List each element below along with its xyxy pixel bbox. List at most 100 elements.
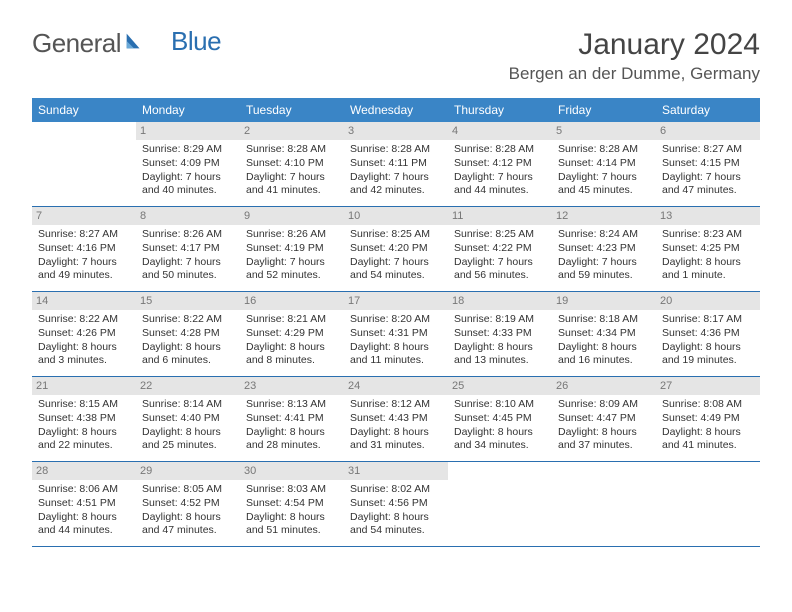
daylight-line: Daylight: 8 hours [454, 341, 546, 355]
day-number: 18 [448, 292, 552, 310]
daylight-line: Daylight: 7 hours [350, 256, 442, 270]
daylight-line: and 19 minutes. [662, 354, 754, 368]
sunset-line: Sunset: 4:36 PM [662, 327, 754, 341]
day-number: 26 [552, 377, 656, 395]
daylight-line: and 31 minutes. [350, 439, 442, 453]
day-number: 19 [552, 292, 656, 310]
daylight-line: and 47 minutes. [662, 184, 754, 198]
daylight-line: Daylight: 8 hours [246, 341, 338, 355]
day-cell: 14Sunrise: 8:22 AMSunset: 4:26 PMDayligh… [32, 292, 136, 376]
sunset-line: Sunset: 4:22 PM [454, 242, 546, 256]
sunset-line: Sunset: 4:10 PM [246, 157, 338, 171]
sunrise-line: Sunrise: 8:08 AM [662, 398, 754, 412]
day-cell: 20Sunrise: 8:17 AMSunset: 4:36 PMDayligh… [656, 292, 760, 376]
day-cell: 7Sunrise: 8:27 AMSunset: 4:16 PMDaylight… [32, 207, 136, 291]
sunrise-line: Sunrise: 8:21 AM [246, 313, 338, 327]
daylight-line: and 56 minutes. [454, 269, 546, 283]
day-cell: 8Sunrise: 8:26 AMSunset: 4:17 PMDaylight… [136, 207, 240, 291]
sunrise-line: Sunrise: 8:26 AM [142, 228, 234, 242]
sunrise-line: Sunrise: 8:28 AM [246, 143, 338, 157]
daylight-line: and 50 minutes. [142, 269, 234, 283]
day-cell: 31Sunrise: 8:02 AMSunset: 4:56 PMDayligh… [344, 462, 448, 546]
day-header-sat: Saturday [656, 98, 760, 122]
daylight-line: Daylight: 8 hours [38, 341, 130, 355]
daylight-line: Daylight: 8 hours [558, 426, 650, 440]
day-cell: 2Sunrise: 8:28 AMSunset: 4:10 PMDaylight… [240, 122, 344, 206]
sunrise-line: Sunrise: 8:20 AM [350, 313, 442, 327]
day-cell: 28Sunrise: 8:06 AMSunset: 4:51 PMDayligh… [32, 462, 136, 546]
day-number: 25 [448, 377, 552, 395]
day-cell: 6Sunrise: 8:27 AMSunset: 4:15 PMDaylight… [656, 122, 760, 206]
day-cell [448, 462, 552, 546]
day-number: 9 [240, 207, 344, 225]
day-number: 11 [448, 207, 552, 225]
day-cell: 18Sunrise: 8:19 AMSunset: 4:33 PMDayligh… [448, 292, 552, 376]
sunset-line: Sunset: 4:49 PM [662, 412, 754, 426]
day-cell [656, 462, 760, 546]
sunset-line: Sunset: 4:38 PM [38, 412, 130, 426]
daylight-line: and 16 minutes. [558, 354, 650, 368]
daylight-line: and 54 minutes. [350, 269, 442, 283]
day-number: 10 [344, 207, 448, 225]
daylight-line: Daylight: 7 hours [142, 171, 234, 185]
day-cell: 10Sunrise: 8:25 AMSunset: 4:20 PMDayligh… [344, 207, 448, 291]
daylight-line: and 37 minutes. [558, 439, 650, 453]
daylight-line: and 22 minutes. [38, 439, 130, 453]
sunrise-line: Sunrise: 8:14 AM [142, 398, 234, 412]
daylight-line: Daylight: 8 hours [350, 426, 442, 440]
daylight-line: and 13 minutes. [454, 354, 546, 368]
daylight-line: Daylight: 8 hours [38, 426, 130, 440]
daylight-line: and 54 minutes. [350, 524, 442, 538]
sunset-line: Sunset: 4:16 PM [38, 242, 130, 256]
day-header-mon: Monday [136, 98, 240, 122]
sunrise-line: Sunrise: 8:13 AM [246, 398, 338, 412]
daylight-line: Daylight: 8 hours [662, 426, 754, 440]
daylight-line: and 11 minutes. [350, 354, 442, 368]
sunset-line: Sunset: 4:56 PM [350, 497, 442, 511]
logo: General Blue [32, 28, 221, 59]
sunrise-line: Sunrise: 8:15 AM [38, 398, 130, 412]
sunrise-line: Sunrise: 8:28 AM [454, 143, 546, 157]
sunrise-line: Sunrise: 8:26 AM [246, 228, 338, 242]
sunset-line: Sunset: 4:43 PM [350, 412, 442, 426]
day-cell: 3Sunrise: 8:28 AMSunset: 4:11 PMDaylight… [344, 122, 448, 206]
daylight-line: and 51 minutes. [246, 524, 338, 538]
daylight-line: and 49 minutes. [38, 269, 130, 283]
sunset-line: Sunset: 4:28 PM [142, 327, 234, 341]
day-number: 8 [136, 207, 240, 225]
sunrise-line: Sunrise: 8:29 AM [142, 143, 234, 157]
sunrise-line: Sunrise: 8:12 AM [350, 398, 442, 412]
day-cell: 30Sunrise: 8:03 AMSunset: 4:54 PMDayligh… [240, 462, 344, 546]
day-number: 20 [656, 292, 760, 310]
day-number: 21 [32, 377, 136, 395]
day-number: 12 [552, 207, 656, 225]
day-header-wed: Wednesday [344, 98, 448, 122]
daylight-line: Daylight: 7 hours [350, 171, 442, 185]
sunrise-line: Sunrise: 8:28 AM [558, 143, 650, 157]
sunset-line: Sunset: 4:33 PM [454, 327, 546, 341]
sunset-line: Sunset: 4:41 PM [246, 412, 338, 426]
daylight-line: Daylight: 7 hours [246, 256, 338, 270]
sunset-line: Sunset: 4:51 PM [38, 497, 130, 511]
day-number: 2 [240, 122, 344, 140]
day-number: 14 [32, 292, 136, 310]
sunrise-line: Sunrise: 8:25 AM [350, 228, 442, 242]
sunrise-line: Sunrise: 8:24 AM [558, 228, 650, 242]
day-cell: 17Sunrise: 8:20 AMSunset: 4:31 PMDayligh… [344, 292, 448, 376]
daylight-line: Daylight: 7 hours [142, 256, 234, 270]
sunset-line: Sunset: 4:19 PM [246, 242, 338, 256]
daylight-line: Daylight: 7 hours [38, 256, 130, 270]
day-number: 30 [240, 462, 344, 480]
day-cell: 16Sunrise: 8:21 AMSunset: 4:29 PMDayligh… [240, 292, 344, 376]
sunset-line: Sunset: 4:15 PM [662, 157, 754, 171]
daylight-line: Daylight: 7 hours [558, 171, 650, 185]
sunset-line: Sunset: 4:25 PM [662, 242, 754, 256]
day-number: 16 [240, 292, 344, 310]
daylight-line: and 25 minutes. [142, 439, 234, 453]
day-cell: 26Sunrise: 8:09 AMSunset: 4:47 PMDayligh… [552, 377, 656, 461]
week-row: 21Sunrise: 8:15 AMSunset: 4:38 PMDayligh… [32, 377, 760, 462]
sunset-line: Sunset: 4:47 PM [558, 412, 650, 426]
sunrise-line: Sunrise: 8:18 AM [558, 313, 650, 327]
sunrise-line: Sunrise: 8:05 AM [142, 483, 234, 497]
daylight-line: Daylight: 7 hours [662, 171, 754, 185]
